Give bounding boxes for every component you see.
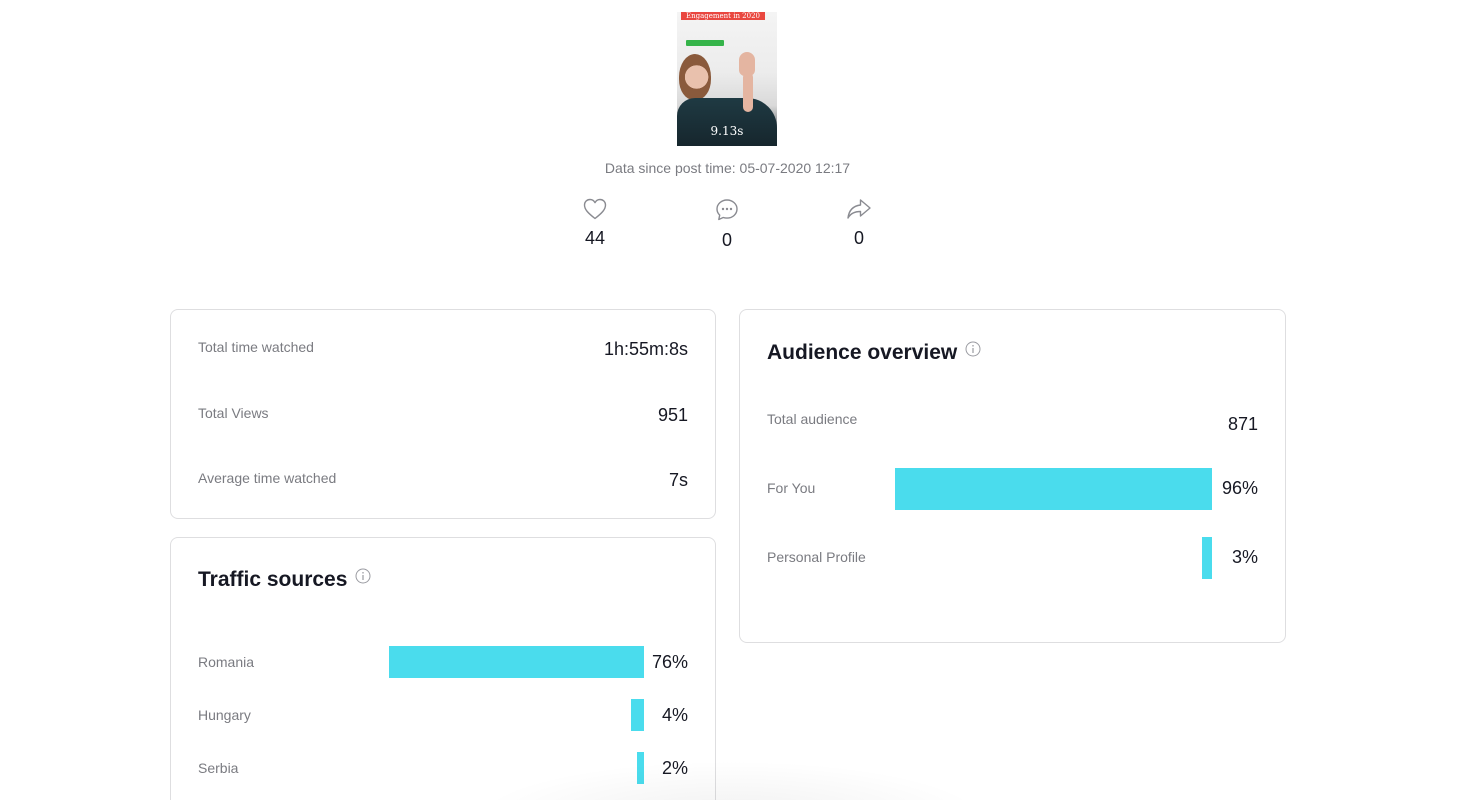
traffic-sources-card: Traffic sources Romania 76% Hungary 4% [170,537,716,800]
traffic-bar-fill [637,752,644,784]
traffic-bar-fill [389,646,644,678]
audience-row-for-you: For You 96% [767,468,1258,510]
traffic-bar-track [308,699,644,731]
comments-stat: 0 [687,198,767,251]
traffic-country-label: Serbia [198,760,239,776]
total-time-watched-label: Total time watched [198,339,314,355]
total-views-value: 951 [657,405,688,425]
traffic-row-serbia: Serbia 2% [198,752,688,786]
traffic-sources-title-text: Traffic sources [198,568,348,591]
likes-stat: 44 [555,198,635,249]
average-time-watched-label: Average time watched [198,470,337,486]
audience-bar-fill [895,468,1212,510]
traffic-percent: 2% [661,758,688,778]
info-circle-icon[interactable] [355,566,371,590]
video-person-head [679,54,711,100]
video-caption-tag [686,40,724,46]
traffic-bar-track [308,752,644,784]
average-time-watched-row: Average time watched 7s [198,470,688,500]
total-time-watched-value: 1h:55m:8s [603,339,688,359]
traffic-country-label: Romania [198,654,255,670]
traffic-bar-track [308,646,644,678]
likes-count: 44 [584,228,606,248]
audience-bar-track [882,468,1212,510]
audience-overview-card: Audience overview Total audience 871 For… [739,309,1286,643]
total-views-label: Total Views [198,405,269,421]
traffic-sources-title: Traffic sources [198,568,371,592]
info-circle-icon[interactable] [965,339,981,363]
video-person-arm [743,72,753,112]
video-person-body [677,98,777,146]
audience-source-label: Personal Profile [767,549,866,565]
shares-count: 0 [853,228,864,248]
video-duration: 9.13s [710,124,744,138]
audience-percent: 96% [1221,478,1258,498]
watch-stats-card: Total time watched 1h:55m:8s Total Views… [170,309,716,519]
shares-stat: 0 [819,198,899,249]
total-views-row: Total Views 951 [198,405,688,435]
traffic-country-label: Hungary [198,707,251,723]
video-thumbnail[interactable]: Engagement in 2020 9.13s [677,12,777,146]
comments-count: 0 [721,230,732,250]
audience-overview-title: Audience overview [767,341,981,365]
total-audience-label: Total audience [767,411,858,427]
total-time-watched-row: Total time watched 1h:55m:8s [198,339,688,369]
audience-row-personal-profile: Personal Profile 3% [767,537,1258,579]
traffic-percent: 76% [651,652,688,672]
audience-percent: 3% [1231,547,1258,567]
audience-bar-track [882,537,1212,579]
video-person-hand [739,52,755,76]
video-banner-text: Engagement in 2020 [681,12,765,20]
audience-overview-title-text: Audience overview [767,341,958,364]
heart-outline-icon [555,198,635,220]
traffic-row-hungary: Hungary 4% [198,699,688,733]
data-since-post-time: Data since post time: 05-07-2020 12:17 [604,160,851,176]
traffic-row-romania: Romania 76% [198,646,688,680]
total-audience-row: Total audience 871 [767,411,1258,441]
total-audience-value: 871 [1227,414,1258,434]
audience-bar-fill [1202,537,1212,579]
average-time-watched-value: 7s [668,470,688,490]
traffic-bar-fill [631,699,644,731]
share-arrow-icon [819,198,899,220]
audience-source-label: For You [767,480,816,496]
traffic-percent: 4% [661,705,688,725]
chat-bubble-icon [687,198,767,222]
